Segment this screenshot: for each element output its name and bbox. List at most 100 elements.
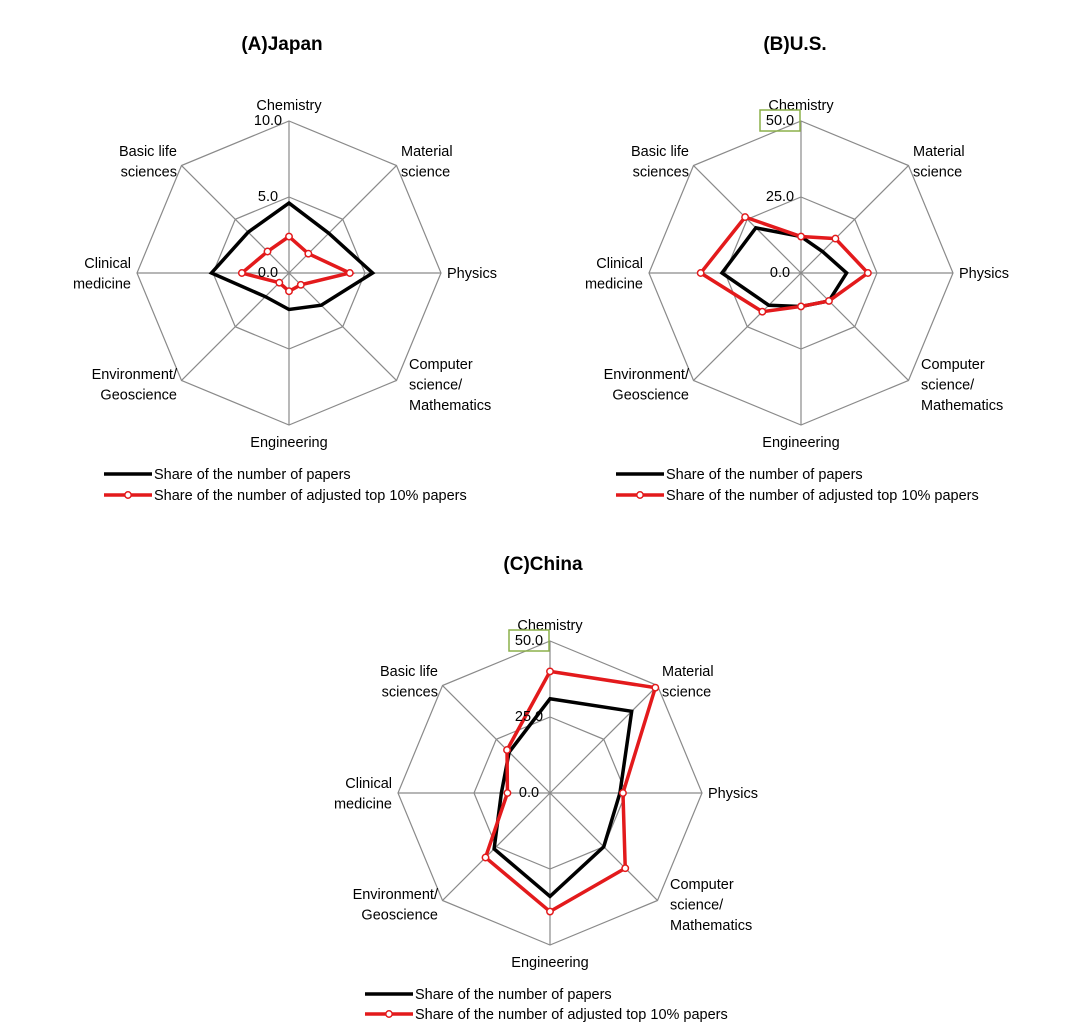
legend-marker-top10 — [385, 1010, 393, 1018]
axis-tick-10.0: 10.0 — [254, 113, 282, 129]
data-point-top10-7 — [741, 213, 750, 222]
category-label-4: Engineering — [762, 435, 839, 451]
data-point-top10-0 — [285, 232, 293, 241]
category-label-line: Physics — [447, 266, 497, 282]
radar-grid — [648, 120, 954, 426]
category-label-line: Chemistry — [517, 618, 583, 634]
category-label-5: Environment/Geoscience — [353, 887, 439, 924]
grid-spoke — [288, 272, 397, 381]
category-label-1: Material science — [401, 144, 453, 181]
category-label-line: Basic life — [631, 144, 689, 160]
data-point-top10-0 — [797, 232, 805, 241]
series-line-top10 — [238, 234, 356, 294]
legend-label-top10: Share of the number of adjusted top 10% … — [154, 488, 467, 504]
category-label-0: Chemistry — [256, 98, 322, 114]
category-labels: Chemistry Material science Physics Computer s… — [585, 98, 1009, 451]
category-label-line: Material — [913, 144, 965, 160]
category-label-line: Basic life — [119, 144, 177, 160]
data-point-top10-7 — [503, 746, 511, 754]
grid-spoke — [549, 685, 658, 794]
category-label-line: Mathematics — [670, 918, 752, 934]
category-label-1: Material science — [913, 144, 965, 181]
category-label-line: sciences — [121, 165, 177, 181]
axis-tick-25.0: 25.0 — [515, 709, 543, 725]
data-point-top10-0 — [546, 667, 554, 676]
series-line-papers — [492, 696, 634, 899]
data-series — [696, 213, 872, 316]
category-label-line: Material — [662, 664, 714, 680]
category-label-line: medicine — [585, 277, 643, 293]
data-point-top10-3 — [824, 296, 833, 305]
data-series — [208, 200, 376, 312]
category-label-5: Environment/Geoscience — [604, 367, 690, 404]
category-label-1: Material science — [662, 664, 714, 701]
category-label-line: medicine — [334, 797, 392, 813]
category-label-line: Material — [401, 144, 453, 160]
highlight-box — [508, 629, 550, 652]
category-labels: Chemistry Material science Physics Computer s… — [73, 98, 497, 451]
category-label-2: Physics — [447, 266, 497, 282]
category-label-line: Clinical — [84, 256, 131, 272]
category-label-line: medicine — [73, 277, 131, 293]
category-label-3: Computer science/Mathematics — [409, 357, 491, 414]
grid-spoke — [181, 272, 290, 381]
category-labels: Chemistry Material science Physics Computer s… — [334, 618, 758, 971]
highlight-box — [759, 109, 801, 132]
category-label-4: Engineering — [511, 955, 588, 971]
category-label-2: Physics — [708, 786, 758, 802]
category-label-line: Engineering — [511, 955, 588, 971]
category-label-line: Computer — [409, 357, 473, 373]
category-label-line: Engineering — [762, 435, 839, 451]
category-label-line: Physics — [708, 786, 758, 802]
category-label-line: sciences — [382, 685, 438, 701]
axis-tick-0.0: 0.0 — [258, 265, 278, 281]
grid-spoke — [800, 272, 909, 381]
legend-label-top10: Share of the number of adjusted top 10% … — [666, 488, 979, 504]
legend: Share of the number of papers Share of t… — [365, 987, 728, 1023]
category-label-line: science — [662, 685, 711, 701]
grid-spoke — [800, 165, 909, 274]
data-point-top10-5 — [481, 853, 490, 862]
category-label-3: Computer science/Mathematics — [670, 877, 752, 934]
data-point-top10-6 — [696, 269, 705, 277]
legend-marker-top10 — [636, 491, 644, 499]
data-point-top10-3 — [621, 864, 630, 873]
legend-marker-top10 — [124, 491, 132, 499]
category-label-line: Geoscience — [361, 908, 438, 924]
data-point-top10-3 — [296, 280, 305, 289]
category-label-line: Computer — [921, 357, 985, 373]
category-label-4: Engineering — [250, 435, 327, 451]
category-label-line: science/ — [921, 378, 975, 394]
chart-title: (C)China — [503, 554, 583, 575]
category-label-line: Environment/ — [604, 367, 690, 383]
data-point-top10-2 — [345, 269, 354, 277]
data-point-top10-7 — [263, 247, 272, 256]
data-point-top10-5 — [275, 278, 284, 287]
legend: Share of the number of papers Share of t… — [104, 467, 467, 504]
category-label-7: Basic life sciences — [380, 664, 438, 701]
category-label-line: sciences — [633, 165, 689, 181]
category-label-2: Physics — [959, 266, 1009, 282]
legend-label-papers: Share of the number of papers — [666, 467, 863, 483]
grid-spoke — [181, 165, 290, 274]
legend-label-top10: Share of the number of adjusted top 10% … — [415, 1007, 728, 1023]
legend-label-papers: Share of the number of papers — [154, 467, 351, 483]
axis-tick-labels: 0.0 5.0 10.0 — [254, 113, 282, 281]
category-label-line: Mathematics — [921, 398, 1003, 414]
category-label-line: Geoscience — [612, 388, 689, 404]
data-point-top10-1 — [831, 234, 840, 243]
chart-title: (A)Japan — [241, 34, 322, 55]
category-label-line: Basic life — [380, 664, 438, 680]
category-label-line: Geoscience — [100, 388, 177, 404]
chart-title: (B)U.S. — [763, 34, 826, 55]
data-point-top10-4 — [546, 907, 554, 916]
data-point-top10-1 — [304, 249, 313, 258]
category-label-7: Basic life sciences — [631, 144, 689, 181]
data-series — [481, 667, 660, 916]
category-label-line: science/ — [670, 898, 724, 914]
category-label-line: Computer — [670, 877, 734, 893]
category-label-0: Chemistry — [768, 98, 834, 114]
category-label-3: Computer science/Mathematics — [921, 357, 1003, 414]
category-label-line: science — [401, 165, 450, 181]
